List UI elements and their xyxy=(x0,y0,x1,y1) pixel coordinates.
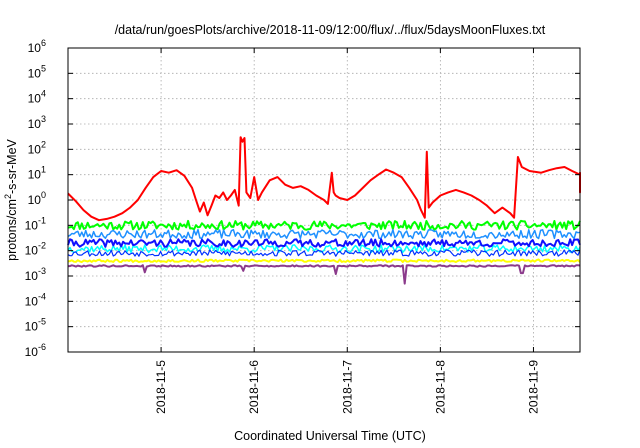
series-line-7 xyxy=(67,258,581,263)
y-tick-label: 10-3 xyxy=(25,266,46,283)
series-line-2 xyxy=(67,219,581,231)
y-tick-label: 101 xyxy=(28,165,46,182)
y-axis-title-sup: 2 xyxy=(3,194,13,199)
y-tick-exp: 0 xyxy=(41,190,46,200)
x-tick-label: 2018-11-8 xyxy=(433,360,447,414)
x-tick-label: 2018-11-7 xyxy=(340,360,354,414)
y-tick-exp: 2 xyxy=(41,139,46,149)
y-tick-exp: 4 xyxy=(41,89,46,99)
y-axis-title-rest: -s-sr-MeV xyxy=(5,138,19,194)
y-tick-label: 10-6 xyxy=(25,342,46,359)
y-tick-label: 103 xyxy=(28,114,46,131)
series-line-8 xyxy=(67,264,581,285)
y-tick-label: 104 xyxy=(28,89,46,106)
y-axis-ticks: 10-610-510-410-310-210-11001011021031041… xyxy=(25,38,580,359)
y-tick-base: 10 xyxy=(28,92,42,106)
y-tick-base: 10 xyxy=(25,218,39,232)
series-line-6 xyxy=(67,249,581,257)
y-tick-label: 10-1 xyxy=(25,215,46,232)
y-tick-base: 10 xyxy=(25,269,39,283)
y-tick-label: 100 xyxy=(28,190,46,207)
y-tick-label: 102 xyxy=(28,139,46,156)
y-tick-base: 10 xyxy=(28,41,42,55)
x-axis-title: Coordinated Universal Time (UTC) xyxy=(234,429,426,443)
series-line-3 xyxy=(67,228,581,240)
y-tick-exp: 3 xyxy=(41,114,46,124)
chart-title: /data/run/goesPlots/archive/2018-11-09/1… xyxy=(115,23,546,37)
y-tick-base: 10 xyxy=(28,117,42,131)
y-tick-exp: 1 xyxy=(41,165,46,175)
x-axis-ticks: 2018-11-5 2018-11-6 2018-11-7 2018-11-8 2018… xyxy=(154,48,540,414)
y-tick-label: 10-5 xyxy=(25,317,46,334)
y-tick-exp: 6 xyxy=(41,38,46,48)
y-tick-exp: -6 xyxy=(38,342,46,352)
y-tick-label: 105 xyxy=(28,63,46,80)
y-tick-label: 10-4 xyxy=(25,291,46,308)
y-tick-exp: -2 xyxy=(38,241,46,251)
y-tick-base: 10 xyxy=(28,66,42,80)
y-tick-base: 10 xyxy=(28,142,42,156)
y-tick-base: 10 xyxy=(25,294,39,308)
y-tick-exp: -1 xyxy=(38,215,46,225)
series-line-5 xyxy=(67,238,581,248)
y-tick-exp: -4 xyxy=(38,291,46,301)
y-axis-title: protons/cm2-s-sr-MeV xyxy=(3,138,19,260)
y-tick-base: 10 xyxy=(28,168,42,182)
y-tick-base: 10 xyxy=(25,345,39,359)
x-tick-label: 2018-11-6 xyxy=(247,360,261,414)
y-tick-exp: -5 xyxy=(38,317,46,327)
x-tick-label: 2018-11-9 xyxy=(526,360,540,414)
y-tick-label: 10-2 xyxy=(25,241,46,258)
y-tick-base: 10 xyxy=(28,193,42,207)
grid-lines xyxy=(68,48,580,352)
series-lines xyxy=(67,136,581,285)
y-tick-exp: 5 xyxy=(41,63,46,73)
series-line-4 xyxy=(67,244,581,254)
y-tick-exp: -3 xyxy=(38,266,46,276)
y-tick-base: 10 xyxy=(25,320,39,334)
y-tick-label: 106 xyxy=(28,38,46,55)
y-tick-base: 10 xyxy=(25,244,39,258)
series-line-1 xyxy=(67,136,581,222)
y-axis-title-base: protons/cm xyxy=(5,199,19,261)
x-tick-label: 2018-11-5 xyxy=(154,360,168,414)
